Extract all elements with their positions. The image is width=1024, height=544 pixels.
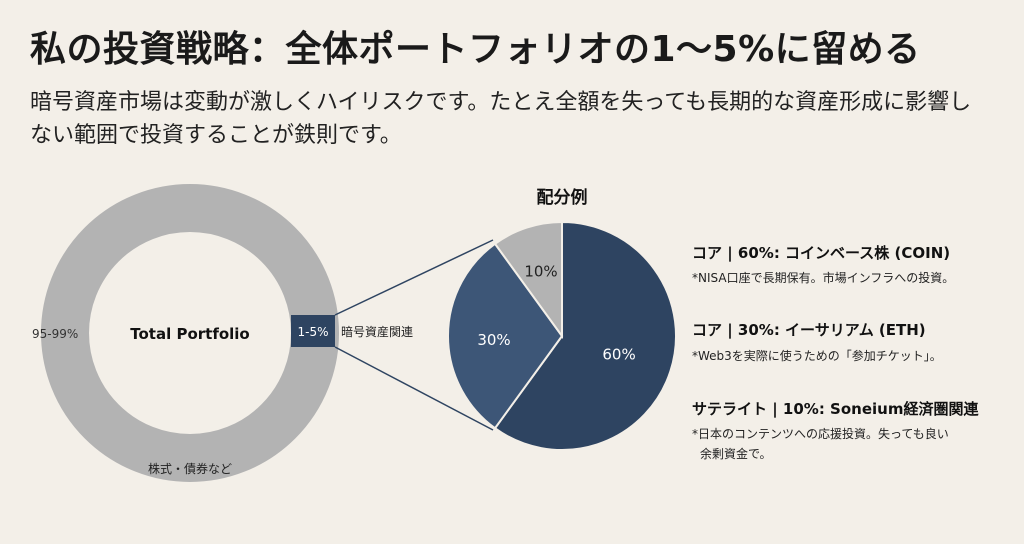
legend-title-eth: コア | 30%: イーサリアム (ETH) xyxy=(692,321,926,340)
pie-chart: 60% 30% 10% xyxy=(447,220,677,451)
legend-note-soneium-1: *日本のコンテンツへの応援投資。失っても良い xyxy=(692,426,949,441)
page-title: 私の投資戦略：全体ポートフォリオの1〜5%に留める xyxy=(30,29,921,70)
legend-title-soneium: サテライト | 10%: Soneium経済圏関連 xyxy=(692,400,979,419)
connector-line-top xyxy=(334,239,494,316)
page-subtitle: 暗号資産市場は変動が激しくハイリスクです。たとえ全額を失っても長期的な資産形成に… xyxy=(30,90,972,148)
donut-label-traditional: 株式・債券など xyxy=(148,461,232,476)
donut-segment-crypto xyxy=(291,315,335,347)
pie-label-eth: 30% xyxy=(477,331,510,349)
donut-label-crypto: 暗号資産関連 xyxy=(341,324,413,339)
legend-note-coin: *NISA口座で長期保有。市場インフラへの投資。 xyxy=(692,270,954,285)
pie-slice-coin xyxy=(493,220,677,451)
pie-label-soneium: 10% xyxy=(524,262,557,280)
donut-label-crypto-range: 1-5% xyxy=(297,325,328,339)
legend-item-coin: コア | 60%: コインベース株 (COIN) *NISA口座で長期保有。市場… xyxy=(692,244,954,285)
legend-title-coin: コア | 60%: コインベース株 (COIN) xyxy=(692,244,950,263)
donut-label-traditional-range: 95-99% xyxy=(32,327,78,341)
legend-note-eth: *Web3を実際に使うための「参加チケット」。 xyxy=(692,348,942,363)
pie-title: 配分例 xyxy=(537,187,588,208)
pie-slice-soneium xyxy=(493,220,563,340)
legend-item-soneium: サテライト | 10%: Soneium経済圏関連 *日本のコンテンツへの応援投… xyxy=(692,400,979,461)
connector-line-bottom xyxy=(334,346,494,431)
donut-center-label: Total Portfolio xyxy=(130,325,250,343)
donut-chart: Total Portfolio 95-99% 株式・債券など 1-5% 暗号資産… xyxy=(32,184,413,482)
legend-note-soneium-2: 余剰資金で。 xyxy=(700,446,772,461)
legend: コア | 60%: コインベース株 (COIN) *NISA口座で長期保有。市場… xyxy=(692,244,979,461)
pie-label-coin: 60% xyxy=(602,346,635,364)
pie-slice-eth xyxy=(447,242,564,430)
legend-item-eth: コア | 30%: イーサリアム (ETH) *Web3を実際に使うための「参加… xyxy=(692,321,942,363)
